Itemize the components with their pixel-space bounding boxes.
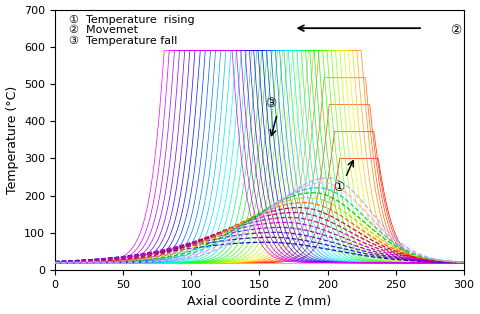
Text: ②  Movemet: ② Movemet: [69, 25, 138, 35]
X-axis label: Axial coordinte Z (mm): Axial coordinte Z (mm): [187, 295, 332, 308]
Text: ①  Temperature  rising: ① Temperature rising: [69, 15, 194, 25]
Text: ③  Temperature fall: ③ Temperature fall: [69, 35, 177, 46]
Text: ③: ③: [265, 97, 276, 110]
Y-axis label: Temperature (°C): Temperature (°C): [6, 86, 19, 194]
Text: ①: ①: [333, 181, 344, 194]
Text: ②: ②: [450, 24, 462, 36]
